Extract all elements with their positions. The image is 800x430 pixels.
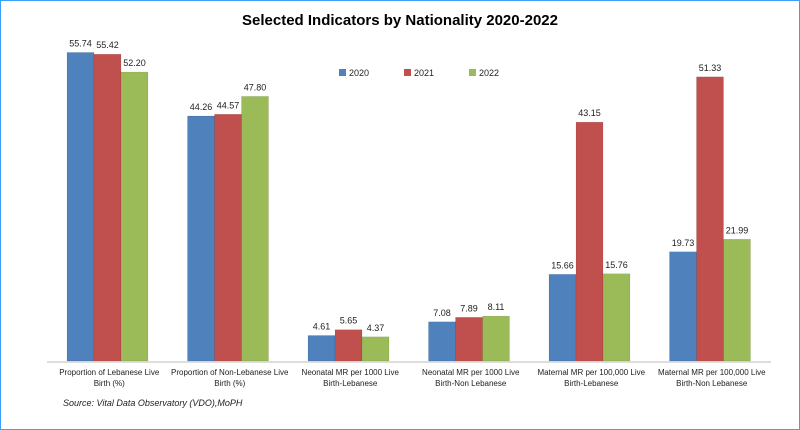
- bar-2020-cat1: [66, 52, 95, 362]
- legend-label-2020: 2020: [349, 68, 369, 78]
- bar-2022-cat2: [241, 96, 269, 362]
- bar-2022-cat3: [361, 336, 390, 362]
- category-label: Birth (%): [94, 379, 125, 388]
- value-label: 19.73: [672, 238, 695, 248]
- value-label: 8.11: [488, 302, 505, 312]
- bar-2020-cat4: [428, 321, 456, 362]
- bars: [66, 52, 751, 362]
- category-label: Birth-Non Lebanese: [435, 379, 507, 388]
- category-label: Maternal MR per 100,000 Live: [537, 368, 645, 377]
- bar-2020-cat6: [669, 251, 697, 362]
- category-label: Neonatal MR per 1000 Live: [302, 368, 400, 377]
- bar-2021-cat1: [93, 53, 122, 362]
- value-labels: 55.74 55.42 52.20 44.26 44.57 47.80 4.61 5.65 4.…: [69, 38, 748, 332]
- value-label: 44.26: [190, 102, 213, 112]
- bar-2021-cat3: [334, 329, 363, 362]
- value-label: 55.74: [69, 38, 92, 48]
- legend-swatch-2020: [339, 69, 346, 76]
- bar-2021-cat6: [696, 76, 724, 362]
- value-label: 52.20: [123, 58, 146, 68]
- bar-2022-cat5: [602, 273, 631, 362]
- value-label: 47.80: [244, 82, 267, 92]
- value-label: 43.15: [578, 108, 601, 118]
- value-label: 7.08: [433, 308, 451, 318]
- value-label: 4.61: [313, 321, 331, 331]
- bar-2021-cat2: [214, 114, 242, 362]
- value-label: 15.66: [551, 260, 574, 270]
- value-label: 5.65: [340, 316, 358, 326]
- value-label: 15.76: [605, 260, 628, 270]
- value-label: 7.89: [460, 303, 478, 313]
- legend-swatch-2021: [404, 69, 411, 76]
- value-label: 55.42: [96, 40, 119, 50]
- category-label: Neonatal MR per 1000 Live: [422, 368, 520, 377]
- legend-label-2022: 2022: [479, 68, 499, 78]
- chart-title: Selected Indicators by Nationality 2020-…: [242, 12, 558, 29]
- bar-2020-cat2: [187, 115, 215, 362]
- legend-label-2021: 2021: [414, 68, 434, 78]
- value-label: 51.33: [699, 63, 722, 73]
- legend: 2020 2021 2022: [339, 68, 499, 78]
- category-label: Birth-Non Lebanese: [676, 379, 748, 388]
- bar-2022-cat4: [482, 315, 510, 362]
- value-label: 44.57: [217, 100, 240, 110]
- bar-2020-cat5: [548, 274, 577, 362]
- bar-2022-cat6: [723, 239, 751, 362]
- bar-2020-cat3: [307, 335, 336, 362]
- legend-swatch-2022: [469, 69, 476, 76]
- bar-2021-cat4: [455, 317, 483, 362]
- source-note: Source: Vital Data Observatory (VDO),MoP…: [63, 398, 243, 408]
- category-label: Maternal MR per 100,000 Live: [658, 368, 766, 377]
- value-label: 4.37: [367, 323, 385, 333]
- bar-2021-cat5: [575, 121, 604, 362]
- category-label: Birth (%): [214, 379, 245, 388]
- category-labels: Proportion of Lebanese Live Birth (%) Prop…: [59, 368, 766, 388]
- category-label: Proportion of Non-Lebanese Live: [171, 368, 289, 377]
- bar-2022-cat1: [120, 71, 149, 362]
- value-label: 21.99: [726, 225, 749, 235]
- category-label: Proportion of Lebanese Live: [59, 368, 160, 377]
- category-label: Birth-Lebanese: [564, 379, 619, 388]
- category-label: Birth-Lebanese: [323, 379, 378, 388]
